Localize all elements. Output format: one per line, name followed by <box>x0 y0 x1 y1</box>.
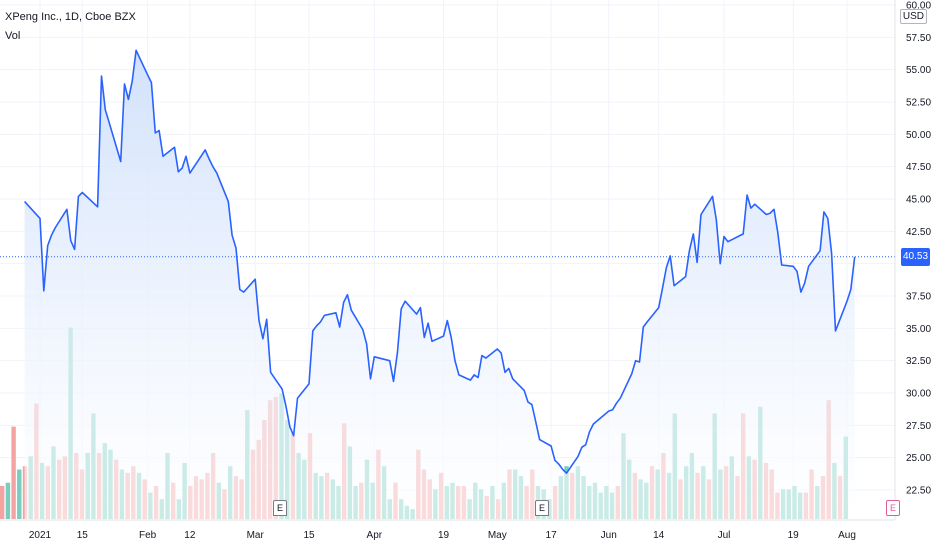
x-tick-label: 2021 <box>29 530 52 541</box>
x-tick-label: Apr <box>367 530 383 541</box>
y-tick-label: 30.00 <box>906 389 931 400</box>
x-tick-label: Mar <box>247 530 265 541</box>
x-tick-label: 14 <box>653 530 665 541</box>
y-tick-label: 50.00 <box>906 130 931 141</box>
volume-bar <box>5 482 11 519</box>
y-tick-label: 45.00 <box>906 195 931 206</box>
x-tick-label: May <box>488 530 507 541</box>
volume-bar <box>17 469 22 519</box>
x-tick-label: Aug <box>838 530 856 541</box>
price-line <box>24 49 856 474</box>
volume-bar <box>11 426 16 519</box>
x-tick-label: 19 <box>438 530 450 541</box>
last-price-badge: 40.53 <box>901 248 930 266</box>
x-tick-label: Feb <box>139 530 157 541</box>
y-tick-label: 37.50 <box>906 292 931 303</box>
x-tick-label: 15 <box>77 530 89 541</box>
x-tick-label: 15 <box>303 530 315 541</box>
x-tick-label: Jul <box>718 530 731 541</box>
y-tick-label: 60.00 <box>906 1 931 12</box>
x-tick-label: 12 <box>184 530 196 541</box>
y-tick-label: 32.50 <box>906 356 931 367</box>
price-axis[interactable]: 60.00 57.50 55.00 52.50 50.00 47.50 45.00 42.50… <box>894 0 931 520</box>
y-tick-label: 35.00 <box>906 324 931 335</box>
earnings-marker[interactable]: E <box>535 500 549 516</box>
price-area-fill <box>24 50 855 521</box>
y-tick-label: 27.50 <box>906 421 931 432</box>
y-tick-label: 57.50 <box>906 33 931 44</box>
volume-legend[interactable]: Vol <box>5 30 21 42</box>
time-axis[interactable]: 2021 15 Feb 12 Mar 15 Apr 19 May 17 Jun 14 Jul 19 Aug <box>0 519 895 541</box>
x-tick-label: 19 <box>788 530 800 541</box>
volume-bar <box>0 486 5 519</box>
earnings-marker[interactable]: E <box>273 500 287 516</box>
x-tick-label: Jun <box>601 530 617 541</box>
y-tick-label: 22.50 <box>906 486 931 497</box>
price-series-line <box>24 49 856 474</box>
y-tick-label: 52.50 <box>906 98 931 109</box>
y-tick-label: 55.00 <box>906 65 931 76</box>
y-tick-label: 42.50 <box>906 227 931 238</box>
events-marker[interactable]: E <box>886 500 900 516</box>
y-tick-label: 47.50 <box>906 162 931 173</box>
price-area <box>24 50 855 521</box>
y-tick-label: 25.00 <box>906 453 931 464</box>
x-tick-label: 17 <box>546 530 558 541</box>
currency-badge[interactable]: USD <box>899 9 927 24</box>
symbol-legend[interactable]: XPeng Inc., 1D, Cboe BZX <box>5 11 136 23</box>
